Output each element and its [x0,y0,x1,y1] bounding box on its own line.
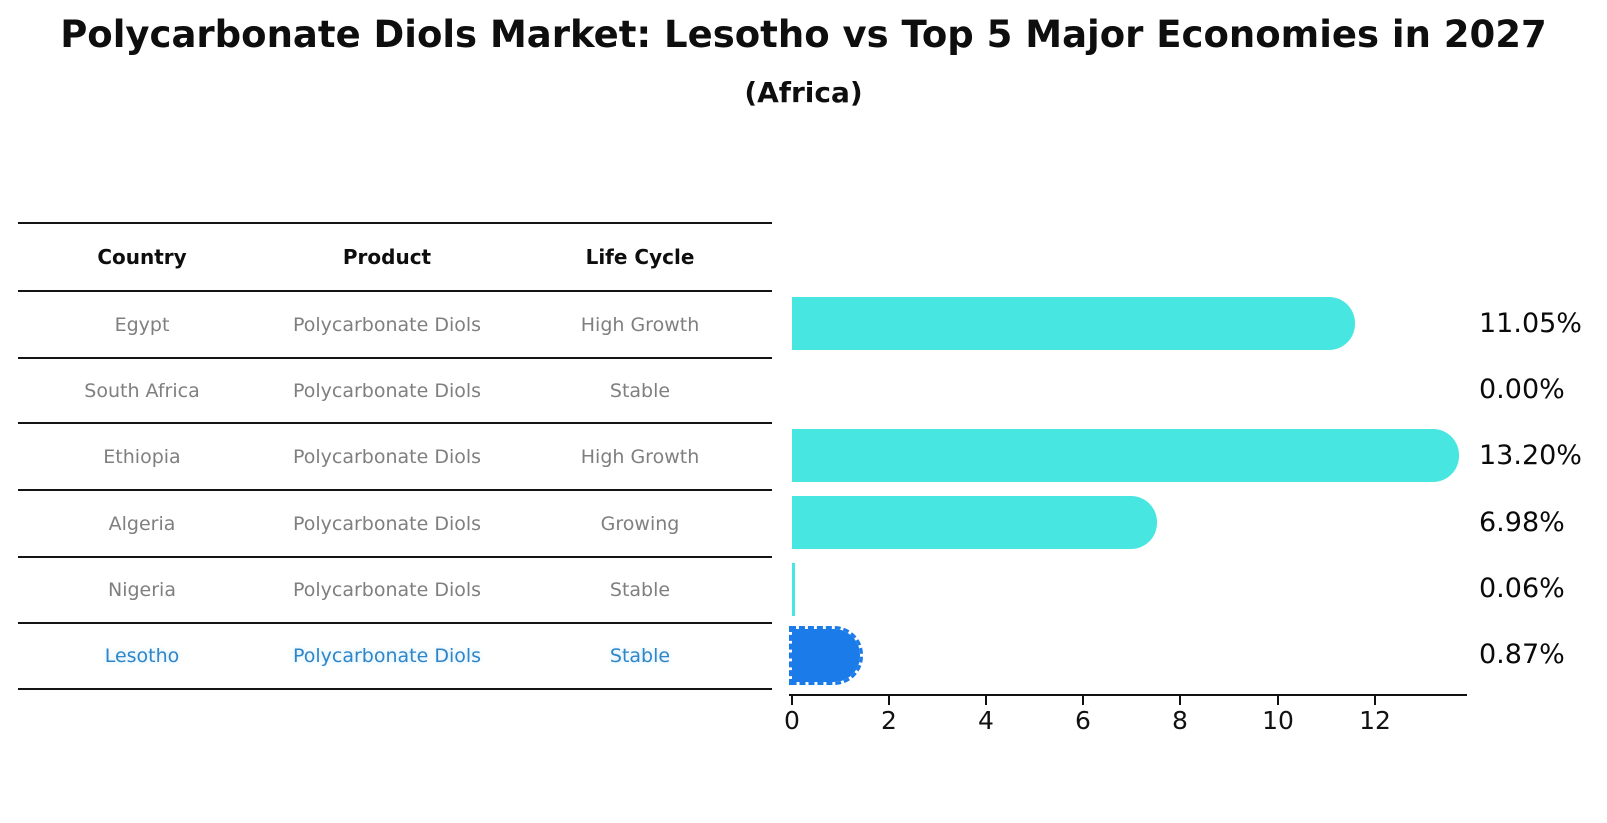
chart-title: Polycarbonate Diols Market: Lesotho vs T… [60,13,1547,56]
x-axis-tick [791,696,793,705]
value-label-algeria: 6.98% [1479,507,1565,538]
value-label-south-africa: 0.00% [1479,374,1565,405]
x-axis-tick [1179,696,1181,705]
cell-life-cycle: High Growth [580,313,700,336]
cell-product: Polycarbonate Diols [292,313,482,336]
x-axis-tick-label: 0 [784,706,800,735]
cell-product: Polycarbonate Diols [292,445,482,468]
x-axis-tick [1374,696,1376,705]
x-axis-tick [985,696,987,705]
table-row-lesotho: Lesotho Polycarbonate Diols Stable [18,623,772,689]
table-row-egypt: Egypt Polycarbonate Diols High Growth [18,291,772,358]
x-axis-tick-label: 2 [881,706,897,735]
cell-life-cycle: Stable [609,379,671,402]
table-header-row: Country Product Life Cycle [18,223,772,291]
header-cell-life-cycle: Life Cycle [585,245,695,269]
data-table: Country Product Life Cycle Egypt Polycarb… [18,222,772,690]
x-axis-tick-label: 8 [1172,706,1188,735]
cell-country: Ethiopia [103,445,181,468]
value-label-egypt: 11.05% [1479,308,1582,339]
cell-life-cycle: Stable [609,579,671,601]
cell-product: Polycarbonate Diols [292,579,482,601]
table-body: Egypt Polycarbonate Diols High Growth South… [18,291,772,689]
cell-country: Nigeria [108,579,176,601]
chart-subtitle: (Africa) [744,76,863,109]
cell-life-cycle: High Growth [580,445,700,468]
x-axis-tick-label: 10 [1262,706,1294,735]
bar-algeria [792,496,1157,549]
bar-nigeria [792,563,795,616]
x-axis-tick [1277,696,1279,705]
value-label-ethiopia: 13.20% [1479,440,1582,471]
bar-lesotho [789,626,863,685]
cell-country: Algeria [108,512,176,535]
value-label-nigeria: 0.06% [1479,573,1565,604]
cell-life-cycle: Growing [600,512,680,535]
cell-country: Egypt [114,313,170,336]
header-cell-country: Country [97,245,187,269]
cell-country: South Africa [84,379,200,402]
x-axis-tick [1082,696,1084,705]
x-axis-tick-label: 12 [1359,706,1391,735]
cell-country: Lesotho [104,645,180,667]
table-row-south-africa: South Africa Polycarbonate Diols Stable [18,358,772,423]
cell-product: Polycarbonate Diols [292,379,482,402]
x-axis-tick-label: 6 [1075,706,1091,735]
x-axis-line [789,694,1467,696]
cell-life-cycle: Stable [609,645,671,667]
bar-egypt [792,297,1355,350]
x-axis-tick [888,696,890,705]
value-label-lesotho: 0.87% [1479,639,1565,670]
cell-product: Polycarbonate Diols [292,645,482,667]
table-row-algeria: Algeria Polycarbonate Diols Growing [18,490,772,557]
bar-ethiopia [792,429,1459,482]
x-axis-tick-label: 4 [978,706,994,735]
header-cell-product: Product [342,245,432,269]
table-row-nigeria: Nigeria Polycarbonate Diols Stable [18,557,772,623]
cell-product: Polycarbonate Diols [292,512,482,535]
table-row-ethiopia: Ethiopia Polycarbonate Diols High Growth [18,423,772,490]
